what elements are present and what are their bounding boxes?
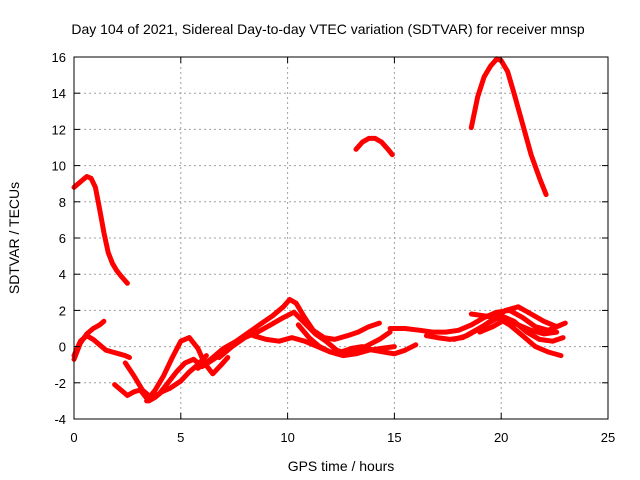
series-arc-low-9 [295, 322, 419, 357]
chart-title: Day 104 of 2021, Sidereal Day-to-day VTE… [71, 21, 584, 37]
x-tick-label: 15 [387, 430, 401, 445]
y-axis-label: SDTVAR / TECUs [6, 182, 22, 294]
y-tick-label: 4 [59, 267, 66, 282]
series-arc-low-14 [477, 316, 560, 337]
y-tick-label: -2 [54, 376, 66, 391]
x-tick-label: 5 [177, 430, 184, 445]
x-axis-label: GPS time / hours [288, 458, 395, 474]
axis-ticks: 0 5 10 15 20 25 -4 -2 0 2 4 6 8 10 12 14 16 [52, 50, 616, 445]
x-tick-label: 0 [70, 430, 77, 445]
series-arc-low-10 [387, 307, 564, 335]
y-tick-label: 0 [59, 340, 66, 355]
y-tick-label: 8 [59, 195, 66, 210]
y-tick-label: -4 [54, 412, 66, 427]
series-arc-high-2 [353, 135, 395, 158]
series-arc-high-3 [468, 56, 549, 198]
series-arc-low-12 [451, 304, 568, 342]
y-tick-label: 10 [52, 159, 66, 174]
grid [74, 57, 608, 419]
y-tick-label: 12 [52, 122, 66, 137]
y-tick-label: 14 [52, 86, 66, 101]
y-tick-label: 2 [59, 303, 66, 318]
x-tick-label: 25 [601, 430, 615, 445]
series-arc-high-1 [71, 174, 130, 286]
y-tick-label: 6 [59, 231, 66, 246]
series-arc-low-13 [468, 311, 564, 359]
y-tick-label: 16 [52, 50, 66, 65]
x-tick-label: 10 [280, 430, 294, 445]
series-arc-low-5 [144, 335, 231, 404]
series-group [71, 56, 568, 404]
x-tick-label: 20 [494, 430, 508, 445]
series-arc-low-2 [71, 318, 107, 362]
